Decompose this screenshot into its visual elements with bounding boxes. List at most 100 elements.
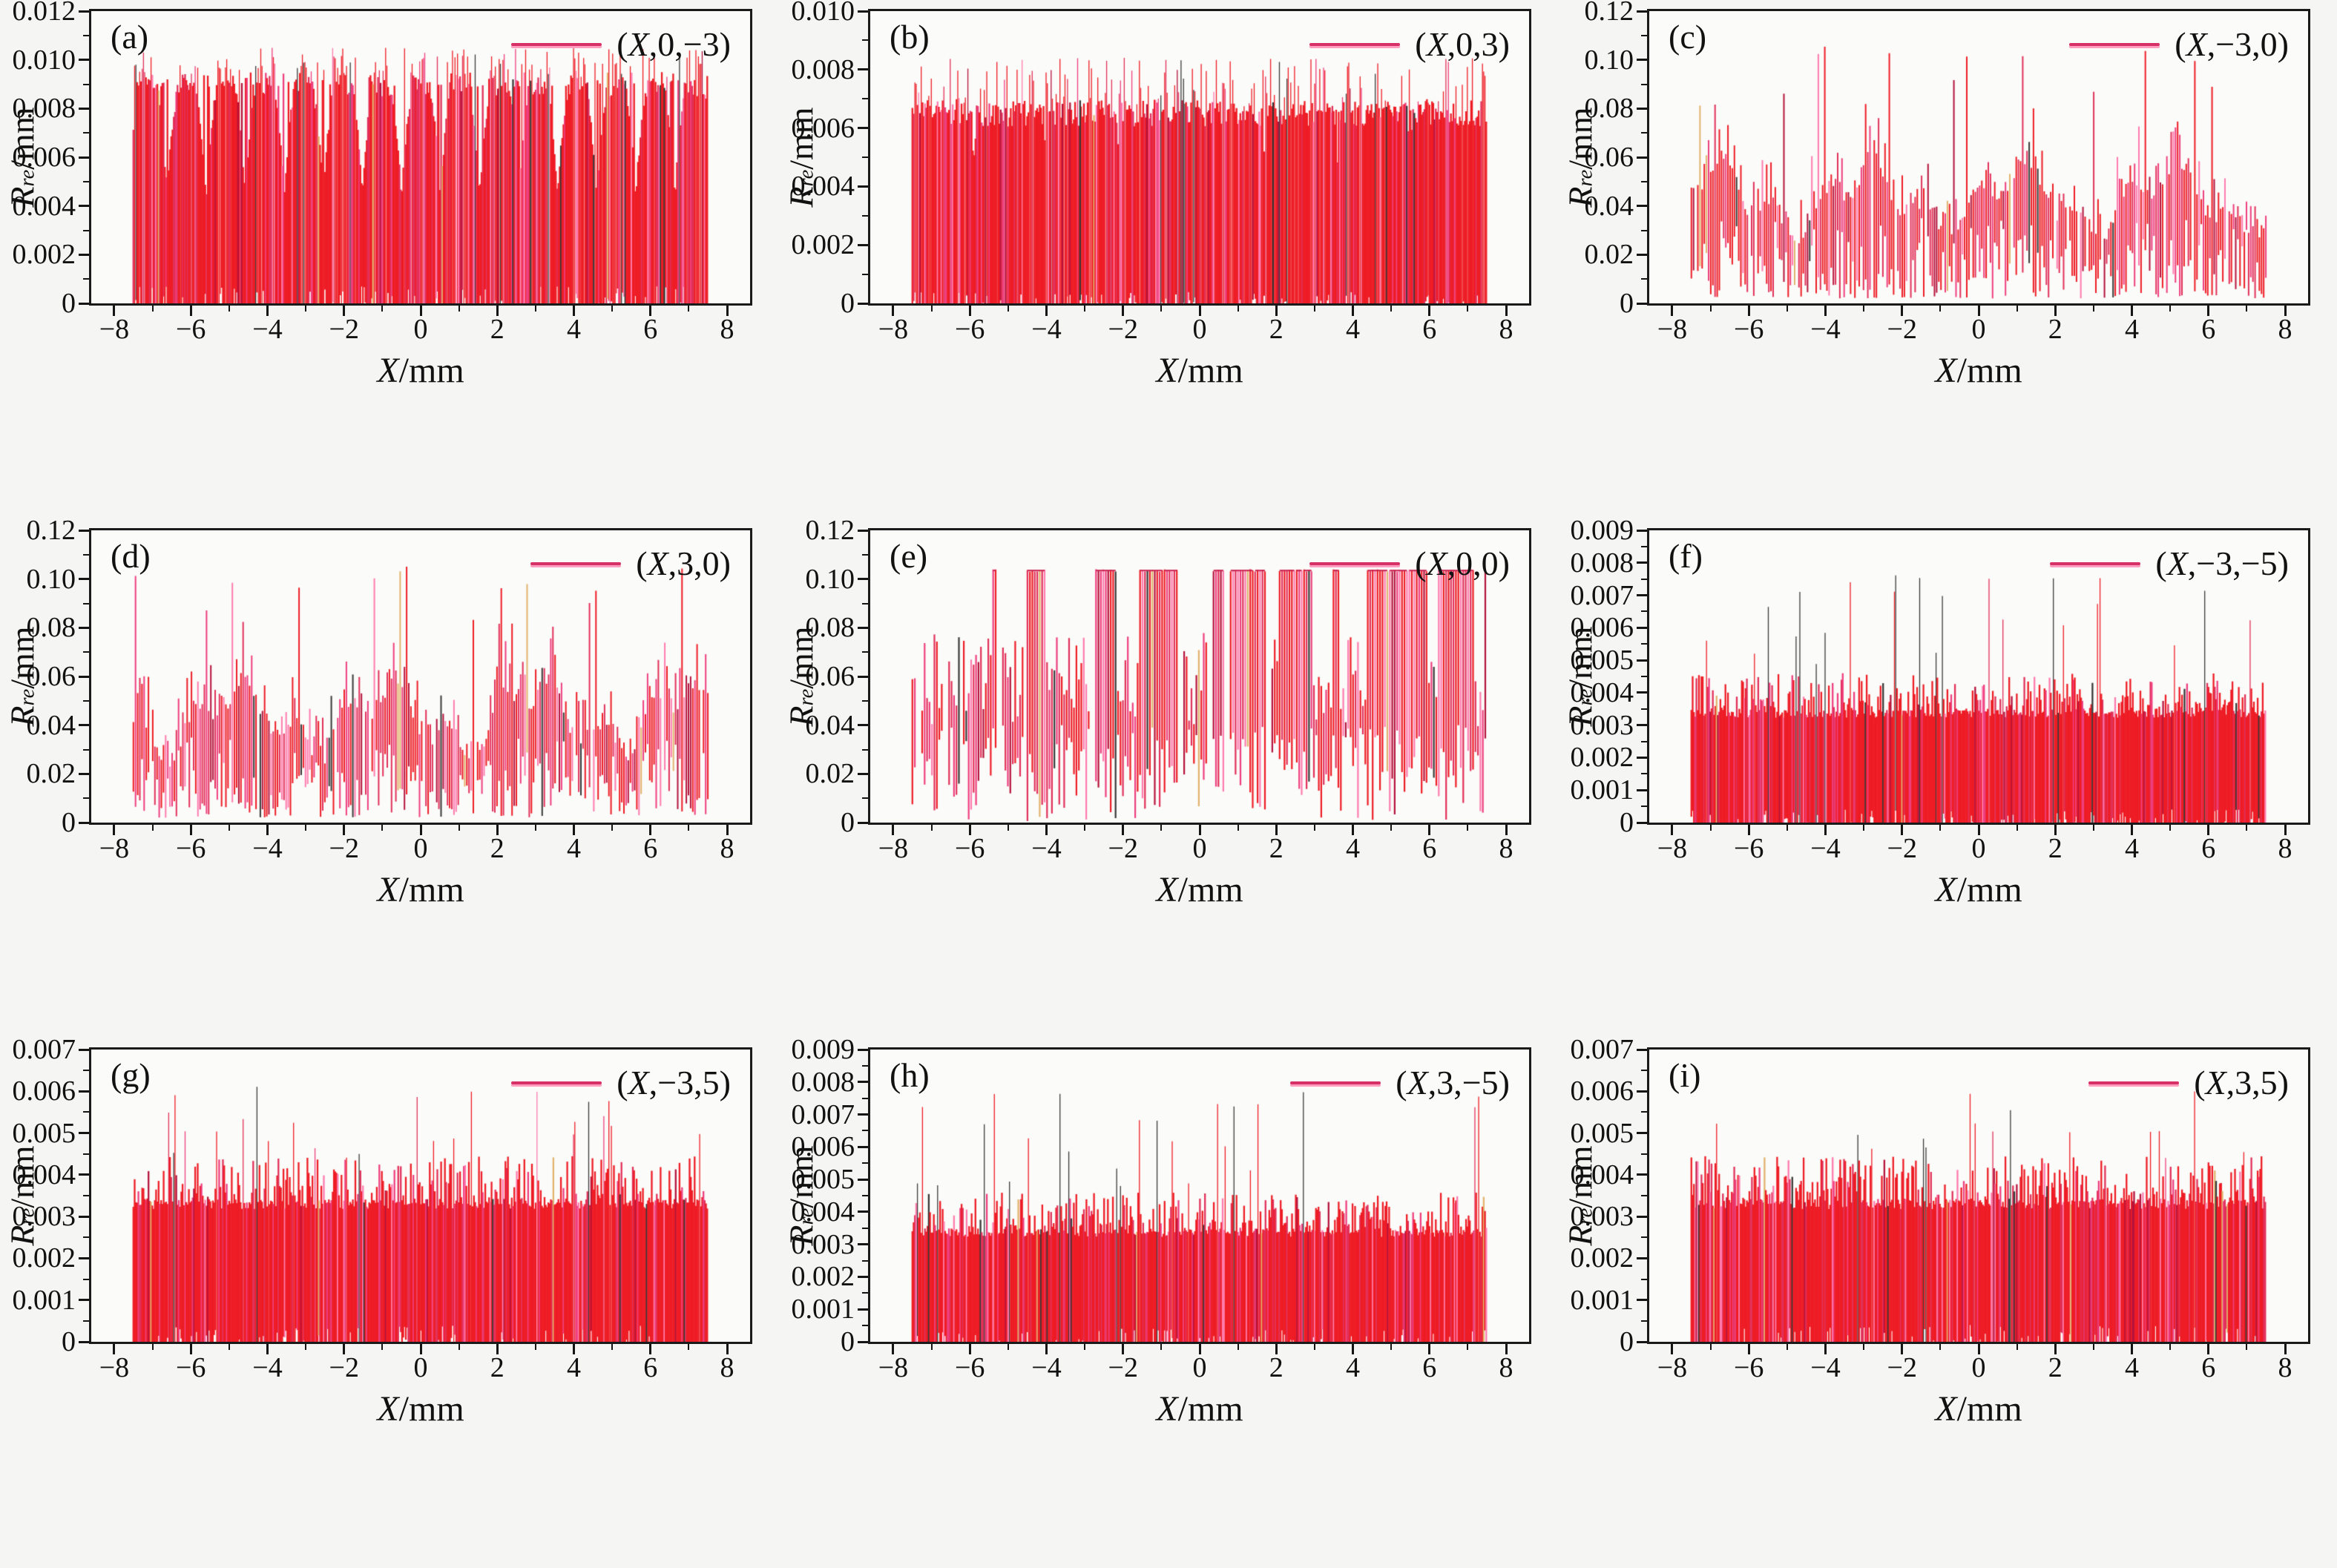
x-tick [892, 1344, 895, 1354]
x-tick [1977, 825, 1980, 835]
x-minor-tick [1467, 306, 1469, 312]
y-minor-tick [83, 1320, 89, 1322]
y-tick [79, 772, 89, 775]
y-tick [858, 578, 868, 581]
y-tick [858, 1340, 868, 1343]
x-tick [1045, 306, 1048, 316]
y-minor-tick [83, 553, 89, 556]
x-tick-label: −8 [878, 833, 909, 864]
y-minor-tick [1641, 1236, 1647, 1239]
y-minor-tick [862, 1227, 868, 1229]
x-tick-label: −2 [1887, 314, 1917, 345]
plot-area: (d) (X,3,0) [89, 528, 752, 825]
x-minor-tick [534, 1344, 536, 1350]
y-minor-tick [1641, 740, 1647, 742]
legend-label: (X,3,0) [636, 544, 731, 582]
y-minor-tick [1641, 1195, 1647, 1196]
y-tick [79, 1090, 89, 1093]
x-tick [343, 1344, 346, 1354]
x-minor-tick [305, 1344, 307, 1350]
y-minor-tick [83, 797, 89, 800]
x-minor-tick [2092, 306, 2094, 312]
y-minor-tick [83, 132, 89, 134]
x-tick-label: 4 [1346, 1352, 1360, 1383]
x-tick-label: 4 [567, 1352, 581, 1383]
y-tick-label: 0.002 [12, 1242, 76, 1274]
y-minor-tick [1641, 545, 1647, 547]
y-tick [79, 675, 89, 678]
y-tick-label: 0.008 [791, 1066, 855, 1098]
y-tick-label: 0.04 [805, 709, 855, 741]
plot-area: (f) (X,−3,−5) [1647, 528, 2310, 825]
x-tick-label: −8 [1657, 314, 1688, 345]
y-tick [858, 821, 868, 824]
x-minor-tick [458, 306, 460, 312]
x-tick-label: −4 [252, 1352, 283, 1383]
x-minor-tick [1084, 825, 1086, 831]
y-tick-label: 0.010 [791, 0, 855, 27]
x-tick-label: 2 [490, 1352, 504, 1383]
y-minor-tick [1641, 34, 1647, 36]
x-minor-tick [611, 825, 614, 831]
x-minor-tick [1084, 1344, 1086, 1350]
x-tick-label: −4 [252, 314, 283, 345]
series-canvas [91, 1050, 750, 1342]
x-tick [1671, 306, 1674, 316]
y-tick [1637, 691, 1647, 694]
chart-panel-d: Rre/mm (d) (X,3,0) X/mm 0 0.02 0.04 0.06 0.0… [0, 515, 779, 1038]
y-tick [858, 1048, 868, 1051]
y-tick [1637, 1299, 1647, 1302]
x-minor-tick [1786, 1344, 1788, 1350]
x-tick [1275, 1344, 1278, 1354]
y-minor-tick [862, 214, 868, 217]
y-minor-tick [862, 797, 868, 800]
x-minor-tick [688, 306, 690, 312]
y-tick [1637, 561, 1647, 564]
x-tick-label: 2 [1269, 314, 1283, 345]
x-minor-tick [458, 1344, 460, 1350]
x-tick-label: 8 [720, 314, 734, 345]
y-tick [858, 302, 868, 305]
y-tick [858, 127, 868, 130]
y-tick-label: 0.005 [12, 1117, 76, 1149]
x-tick [892, 825, 895, 835]
x-tick [1824, 825, 1827, 835]
x-tick-label: 4 [1346, 314, 1360, 345]
x-tick-label: 6 [2201, 1352, 2216, 1383]
y-tick-label: 0.003 [1570, 1201, 1634, 1233]
y-tick-label: 0.003 [791, 1228, 855, 1260]
legend-line-swatch [511, 1081, 602, 1084]
x-tick [343, 825, 346, 835]
y-tick [858, 185, 868, 188]
x-tick-label: −6 [955, 833, 985, 864]
x-tick [2054, 306, 2057, 316]
y-minor-tick [83, 1111, 89, 1113]
x-tick [496, 306, 499, 316]
x-tick [266, 1344, 269, 1354]
y-minor-tick [862, 1292, 868, 1294]
legend: (X,0,−3) [511, 24, 731, 64]
x-tick-label: −6 [176, 833, 206, 864]
chart-panel-a: Rre/mm (a) (X,0,−3) X/mm 0 0.002 0.004 0.00… [0, 0, 779, 519]
y-minor-tick [862, 1130, 868, 1132]
x-tick [1505, 1344, 1508, 1354]
legend-label: (X,3,−5) [1396, 1064, 1510, 1101]
legend: (X,3,−5) [1290, 1063, 1510, 1102]
legend-label: (X,0,−3) [617, 25, 731, 63]
y-tick-label: 0.008 [791, 53, 855, 85]
y-minor-tick [1641, 132, 1647, 134]
y-minor-tick [1641, 83, 1647, 85]
x-minor-tick [930, 1344, 933, 1350]
y-minor-tick [1641, 773, 1647, 775]
y-tick-label: 0.006 [1570, 612, 1634, 644]
x-tick [2131, 1344, 2133, 1354]
x-tick [1747, 306, 1750, 316]
x-tick [573, 1344, 575, 1354]
y-tick-label: 0.004 [791, 171, 855, 202]
y-tick-label: 0.002 [791, 1261, 855, 1293]
y-tick [79, 156, 89, 159]
y-tick [1637, 659, 1647, 662]
y-tick [79, 724, 89, 727]
y-tick [858, 1145, 868, 1148]
legend-line-swatch [2088, 1081, 2180, 1084]
